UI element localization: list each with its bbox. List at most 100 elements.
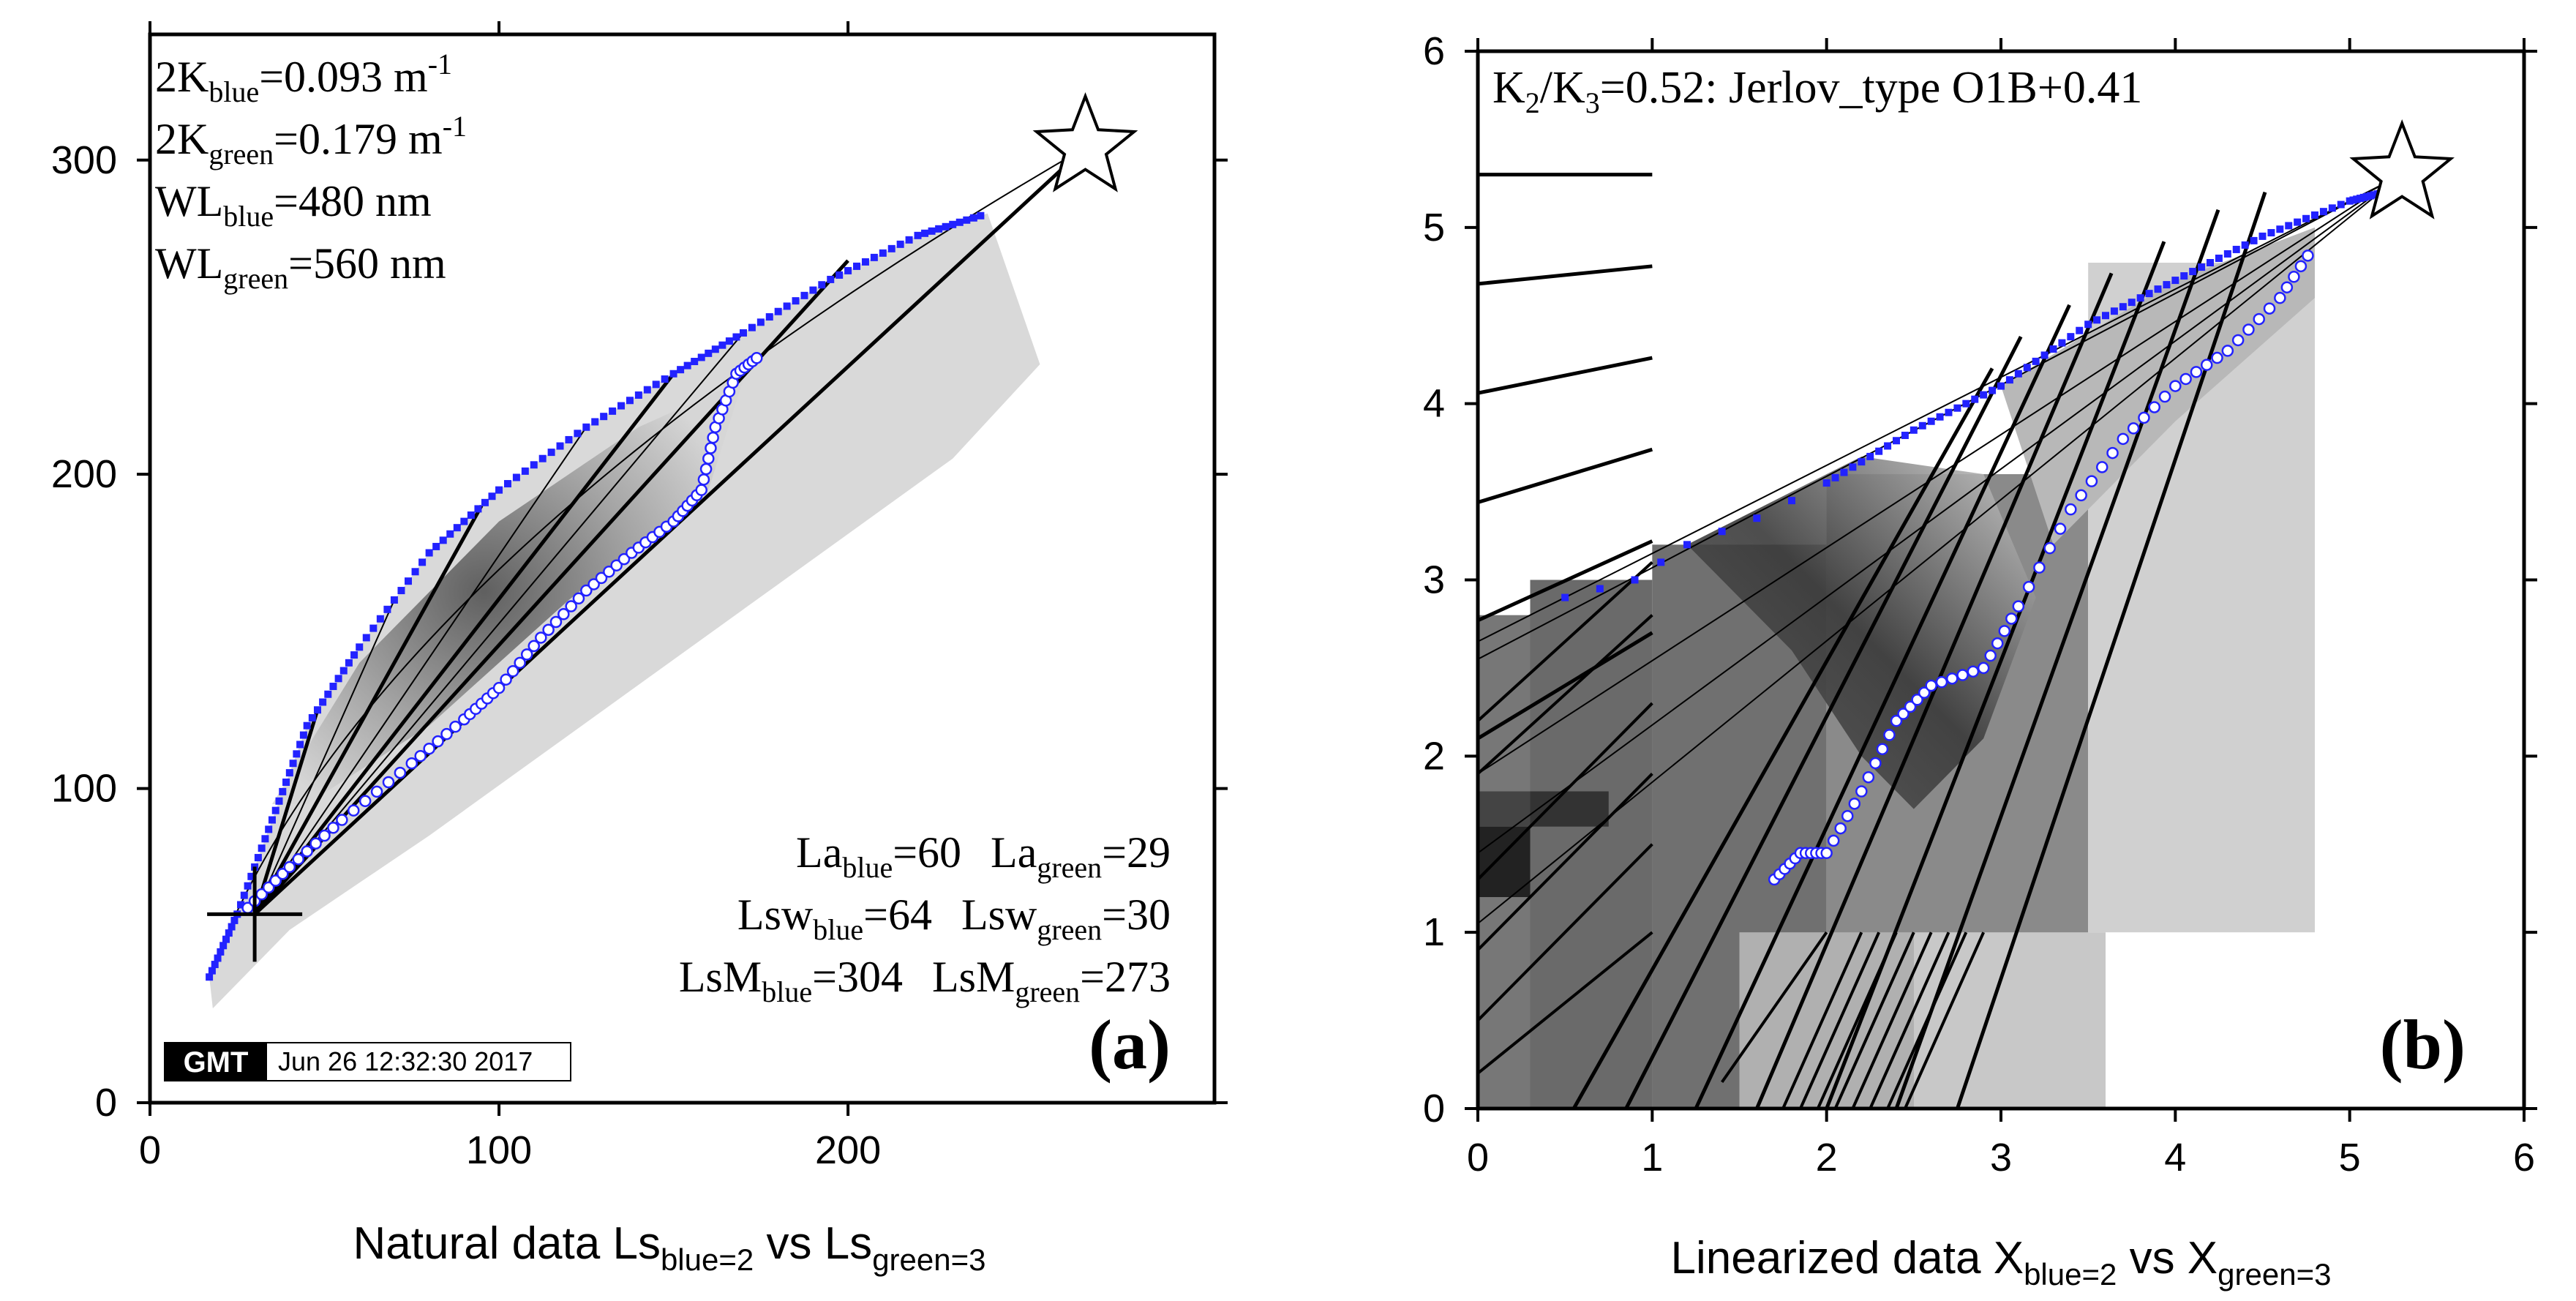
model-thin-line [1477,173,2403,775]
upper-point [432,542,440,550]
upper-point [258,844,266,852]
upper-point [411,568,419,576]
lower-point [2263,302,2276,315]
lower-point [610,559,623,571]
panel-b-axis-ticks: 0 1 2 3 4 5 6 0 1 2 3 4 5 6 [1423,29,2537,1180]
lower-point [336,814,348,826]
lower-point [348,804,360,817]
upper-point [1840,468,1848,476]
radiance-line-lsm: LsMblue=304 LsMgreen=273 [679,953,1171,1008]
upper-point [2302,214,2310,222]
x-tick-label: 4 [2164,1136,2186,1180]
hatch-line [1781,931,1863,1109]
upper-point [296,741,304,749]
lower-point [699,462,713,476]
upper-point [914,231,922,239]
upper-point [225,929,233,937]
lower-point [414,749,427,762]
lower-point [1925,679,1937,692]
lower-point [2302,250,2314,262]
lower-point [1841,809,1854,822]
upper-point [2023,364,2031,372]
upper-point [2171,277,2179,285]
density-block [1478,791,1531,827]
upper-point [652,380,660,389]
upper-point [2328,204,2336,212]
lower-point [1890,714,1903,727]
lower-point [2190,366,2203,378]
upper-point [887,244,895,252]
panel-b-upper-series [1561,189,2385,601]
lower-point [449,720,462,733]
lower-point [1834,822,1847,835]
lower-point [702,452,715,465]
hatch-line [1833,931,1915,1109]
model-left-line [1476,614,1653,775]
param-line-2: 2Kgreen=0.179 m-1 [155,110,467,170]
gmt-time: Jun 26 12:32:30 2017 [278,1046,533,1076]
panel-a-label: (a) [1089,1005,1171,1084]
upper-point [219,942,228,950]
lower-point [382,776,395,789]
model-thick-line [1624,336,2023,1110]
upper-point [275,797,283,805]
lower-point [1998,625,2011,637]
upper-point [2076,326,2084,334]
lower-point [2158,390,2171,403]
lower-point [2127,422,2140,435]
lower-point [1984,649,1997,662]
upper-point [1901,432,1909,440]
upper-point [718,341,726,349]
lower-point [2065,503,2077,516]
upper-point [2067,333,2075,341]
upper-point [247,872,255,880]
upper-point [2241,241,2249,249]
lower-point [549,615,563,629]
fan-line [253,372,675,915]
lower-point [1876,743,1889,755]
panel-b-model-lines [1476,173,2403,1110]
upper-point [963,216,971,224]
lower-point [2022,580,2035,593]
upper-point [495,486,503,494]
lower-point [580,584,593,597]
lower-point [292,852,304,866]
lower-point [2012,600,2025,612]
upper-point [661,375,669,383]
model-left-line [1476,843,1653,1021]
upper-point [1866,452,1874,460]
upper-point [222,935,230,943]
lower-point [2179,372,2192,386]
lower-point [603,566,615,578]
upper-point [2250,236,2258,244]
upper-point [1822,479,1830,487]
density-block [1530,580,1653,1109]
y-tick-label: 4 [1423,382,1445,426]
hatch-line [1886,931,1968,1109]
upper-point [2005,376,2013,384]
upper-point [2014,370,2022,378]
upper-point [453,524,461,532]
upper-point [488,492,496,500]
upper-point [1962,400,1970,408]
x-tick-label: 0 [1467,1136,1489,1180]
upper-point [600,413,608,421]
upper-point [334,675,342,683]
upper-point [2110,307,2118,315]
lower-point [283,861,296,874]
lower-point [2253,312,2265,326]
lower-point [542,623,555,636]
upper-point [268,816,276,824]
upper-point [289,760,297,768]
model-thin-line [1477,173,2403,854]
gmt-stamp: GMT Jun 26 12:32:30 2017 [164,1042,571,1081]
upper-point [2189,268,2197,276]
slope-legend-line [1476,539,1653,623]
lower-point [1855,785,1868,798]
upper-point [2058,339,2066,347]
panel-a-params: 2Kblue=0.093 m-1 2Kgreen=0.179 m-1 WLblu… [155,48,467,295]
upper-point [211,961,219,969]
hatch-line [1851,931,1933,1109]
lower-point [1897,708,1910,720]
upper-point [547,449,555,457]
